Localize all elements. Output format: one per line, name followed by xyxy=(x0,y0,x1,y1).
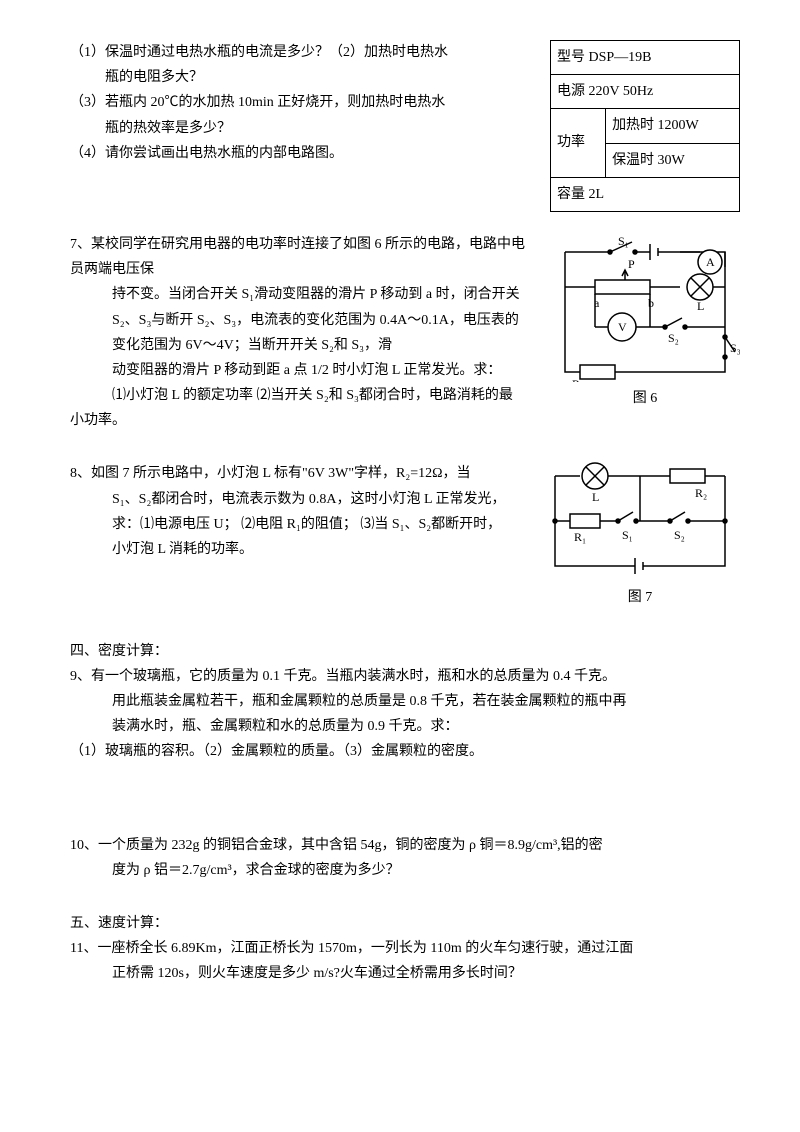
lbl-a: A xyxy=(706,255,715,269)
q7-l5: ⑴小灯泡 L 的额定功率 ⑵当开关 S₂和 S₃都闭合时，电路消耗的最 xyxy=(70,383,530,408)
spec-model: 型号 DSP—19B xyxy=(551,41,740,75)
lbl-r: R xyxy=(572,377,580,382)
q7-l4: 动变阻器的滑片 P 移动到距 a 点 1/2 时小灯泡 L 正常发光。求： xyxy=(70,358,530,383)
spec-table: 型号 DSP—19B 电源 220V 50Hz 功率 加热时 1200W 保温时… xyxy=(550,40,740,212)
q10-block: 10、一个质量为 232g 的铜铝合金球，其中含铝 54g，铜的密度为 ρ 铜＝… xyxy=(70,833,740,883)
lbl7-s1: S₁ xyxy=(622,528,633,542)
q7-l1: 持不变。当闭合开关 S₁滑动变阻器的滑片 P 移动到 a 时，闭合开关 xyxy=(70,282,530,307)
spec-keep: 保温时 30W xyxy=(606,143,740,177)
q6-line2: （3）若瓶内 20℃的水加热 10min 正好烧开，则加热时电热水 xyxy=(70,90,530,115)
lbl7-r1: R₁ xyxy=(574,530,586,544)
q7-head: 7、某校同学在研究用电器的电功率时连接了如图 6 所示的电路，电路中电员两端电压… xyxy=(70,232,530,282)
q6-line1b: 瓶的电阻多大？ xyxy=(70,65,530,90)
q8-l1: S₁、S₂都闭合时，电流表示数为 0.8A，这时小灯泡 L 正常发光， xyxy=(70,487,520,512)
lbl-s3: S₃ xyxy=(730,341,740,355)
q7-l2: S₂、S₃与断开 S₂、S₃，电流表的变化范围为 0.4A～0.1A，电压表的 xyxy=(70,308,530,333)
circuit7-wrap: L R₂ R₁ S₁ S₂ 图 7 xyxy=(540,461,740,610)
lbl-p: P xyxy=(628,257,635,271)
lbl7-l: L xyxy=(592,490,599,504)
section4-title: 四、密度计算： xyxy=(70,639,740,664)
q8-head: 8、如图 7 所示电路中，小灯泡 L 标有"6V 3W"字样，R₂=12Ω，当 xyxy=(70,461,520,486)
lbl7-r2: R₂ xyxy=(695,486,707,500)
q7-l3: 变化范围为 6V～4V；当断开开关 S₂和 S₃，滑 xyxy=(70,333,530,358)
lbl-v: V xyxy=(618,320,627,334)
q7-block: 7、某校同学在研究用电器的电功率时连接了如图 6 所示的电路，电路中电员两端电压… xyxy=(70,232,740,434)
q8-l2: 求：⑴电源电压 U； ⑵电阻 R₁的阻值； ⑶当 S₁、S₂都断开时， xyxy=(70,512,520,537)
q11-head: 11、一座桥全长 6.89Km，江面正桥长为 1570m，一列长为 110m 的… xyxy=(70,936,740,961)
lbl-s2: S₂ xyxy=(668,331,679,345)
q9-l3: （1）玻璃瓶的容积。（2）金属颗粒的质量。（3）金属颗粒的密度。 xyxy=(70,739,740,764)
spec-power: 电源 220V 50Hz xyxy=(551,75,740,109)
q10-head: 10、一个质量为 232g 的铜铝合金球，其中含铝 54g，铜的密度为 ρ 铜＝… xyxy=(70,833,740,858)
circuit7-svg: L R₂ R₁ S₁ S₂ xyxy=(540,461,740,581)
q9-block: 9、有一个玻璃瓶，它的质量为 0.1 千克。当瓶内装满水时，瓶和水的总质量为 0… xyxy=(70,664,740,765)
q6-line3: （4）请你尝试画出电热水瓶的内部电路图。 xyxy=(70,141,530,166)
fig6-caption: 图 6 xyxy=(550,386,740,411)
q6-block: （1）保温时通过电热水瓶的电流是多少？（2）加热时电热水 瓶的电阻多大？ （3）… xyxy=(70,40,740,212)
spec-cap: 容量 2L xyxy=(551,177,740,211)
q9-head: 9、有一个玻璃瓶，它的质量为 0.1 千克。当瓶内装满水时，瓶和水的总质量为 0… xyxy=(70,664,740,689)
q9-l1: 用此瓶装金属粒若干，瓶和金属颗粒的总质量是 0.8 千克，若在装金属颗粒的瓶中再 xyxy=(70,689,740,714)
q10-l1: 度为 ρ 铝＝2.7g/cm³，求合金球的密度为多少？ xyxy=(70,858,740,883)
spec-heat: 加热时 1200W xyxy=(606,109,740,143)
lbl-aa: a xyxy=(594,296,600,310)
fig7-caption: 图 7 xyxy=(540,585,740,610)
section5-title: 五、速度计算： xyxy=(70,911,740,936)
q7-l6: 小功率。 xyxy=(70,408,530,433)
q6-line2b: 瓶的热效率是多少？ xyxy=(70,116,530,141)
q6-line1: （1）保温时通过电热水瓶的电流是多少？（2）加热时电热水 xyxy=(70,40,530,65)
lbl7-s2: S₂ xyxy=(674,528,685,542)
spec-table-wrap: 型号 DSP—19B 电源 220V 50Hz 功率 加热时 1200W 保温时… xyxy=(550,40,740,212)
q6-text: （1）保温时通过电热水瓶的电流是多少？（2）加热时电热水 瓶的电阻多大？ （3）… xyxy=(70,40,530,166)
circuit6-svg: S₁ A P a b V L S₂ S₃ R xyxy=(550,232,740,382)
q11-l1: 正桥需 120s，则火车速度是多少 m/s?火车通过全桥需用多长时间？ xyxy=(70,961,740,986)
q9-l2: 装满水时，瓶、金属颗粒和水的总质量为 0.9 千克。求： xyxy=(70,714,740,739)
circuit6-wrap: S₁ A P a b V L S₂ S₃ R 图 6 xyxy=(550,232,740,411)
q8-l3: 小灯泡 L 消耗的功率。 xyxy=(70,537,520,562)
q8-block: 8、如图 7 所示电路中，小灯泡 L 标有"6V 3W"字样，R₂=12Ω，当 … xyxy=(70,461,740,610)
spec-gl: 功率 xyxy=(551,109,606,177)
lbl-bb: b xyxy=(648,296,654,310)
lbl-l: L xyxy=(697,299,704,313)
q11-block: 11、一座桥全长 6.89Km，江面正桥长为 1570m，一列长为 110m 的… xyxy=(70,936,740,986)
lbl-s1: S₁ xyxy=(618,234,629,248)
